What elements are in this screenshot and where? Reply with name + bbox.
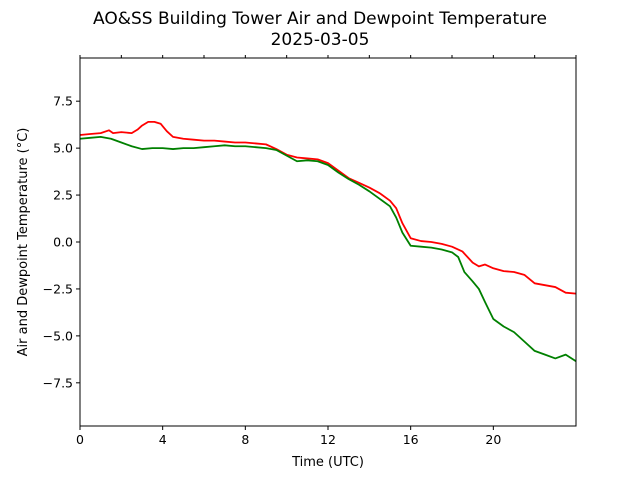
x-tick-label: 0 [76,432,84,447]
plot-background [80,58,576,426]
chart-title: AO&SS Building Tower Air and Dewpoint Te… [93,9,547,29]
series-line-2 [79,135,577,362]
plot-area [80,58,576,426]
x-axis-label: Time (UTC) [291,455,364,470]
y-axis-label: Air and Dewpoint Temperature (°C) [16,128,31,357]
y-tick-label: −7.5 [43,375,73,390]
y-tick-label: −2.5 [43,281,73,296]
y-tick-label: 7.5 [53,94,73,109]
y-tick-label: 2.5 [53,188,73,203]
x-tick-label: 20 [485,432,501,447]
x-tick-label: 12 [320,432,336,447]
x-tick-label: 16 [403,432,419,447]
ticks-layer: 0 4 8 12 16 20 7.5 5.0 2.5 0.0 −2.5 −5.0 −7.5 [43,55,577,447]
x-tick-label: 8 [241,432,249,447]
y-tick-label: 0.0 [53,235,73,250]
y-tick-label: −5.0 [43,328,73,343]
series-line-1 [79,120,577,295]
x-tick-label: 4 [159,432,167,447]
chart-subtitle: 2025-03-05 [271,30,370,50]
y-tick-label: 5.0 [53,141,73,156]
series-layer [79,120,577,362]
